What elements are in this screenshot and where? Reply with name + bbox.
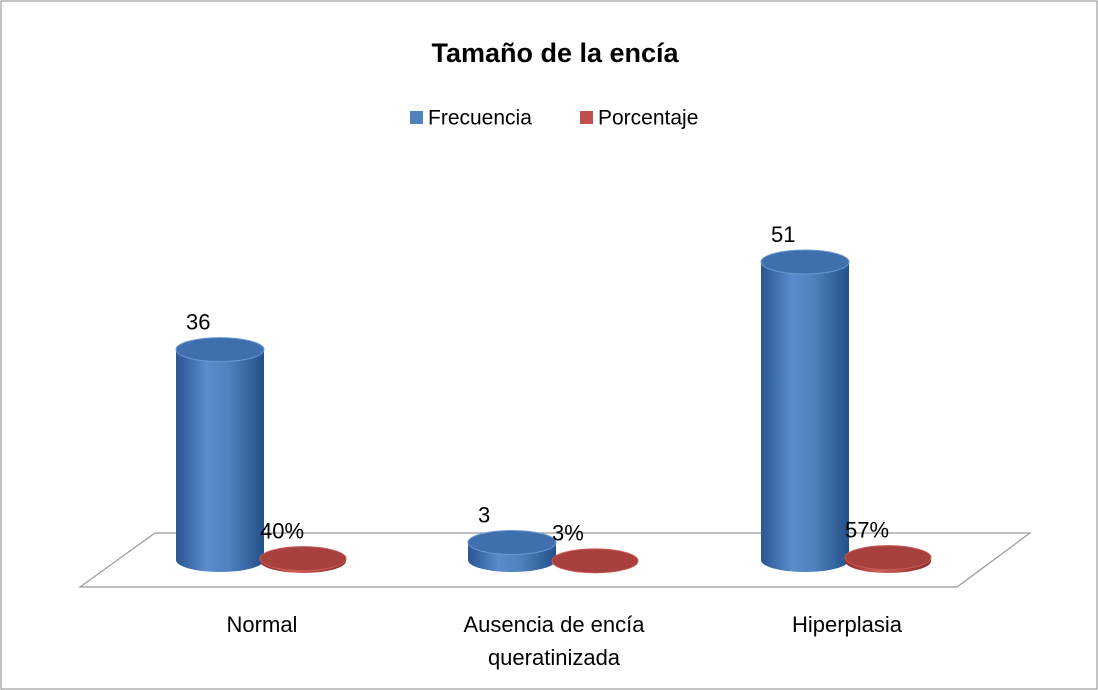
legend-swatch xyxy=(410,111,423,124)
cylinder-body xyxy=(176,349,264,572)
legend-label: Frecuencia xyxy=(428,107,532,130)
cylinder-top xyxy=(467,529,557,555)
legend-label: Porcentaje xyxy=(598,107,698,130)
data-label: 40% xyxy=(260,518,304,543)
x-tick-label: Hiperplasia xyxy=(791,612,903,637)
data-label: 51 xyxy=(771,222,795,247)
data-label: 3% xyxy=(552,521,584,546)
data-label: 36 xyxy=(186,309,210,334)
cylinder-top xyxy=(760,249,850,275)
data-label: 57% xyxy=(845,517,889,542)
cylinder-top xyxy=(259,546,347,572)
cylinder-body xyxy=(761,262,849,572)
cylinder-top xyxy=(551,548,639,574)
cylinder-top xyxy=(844,545,932,571)
data-label: 3 xyxy=(478,502,490,527)
chart-title: Tamaño de la encía xyxy=(431,38,679,68)
x-tick-label: Normal xyxy=(226,612,298,637)
cylinder-top xyxy=(175,337,265,363)
legend-swatch xyxy=(580,111,593,124)
x-tick-label: Ausencia de encía queratinizada xyxy=(463,612,645,670)
